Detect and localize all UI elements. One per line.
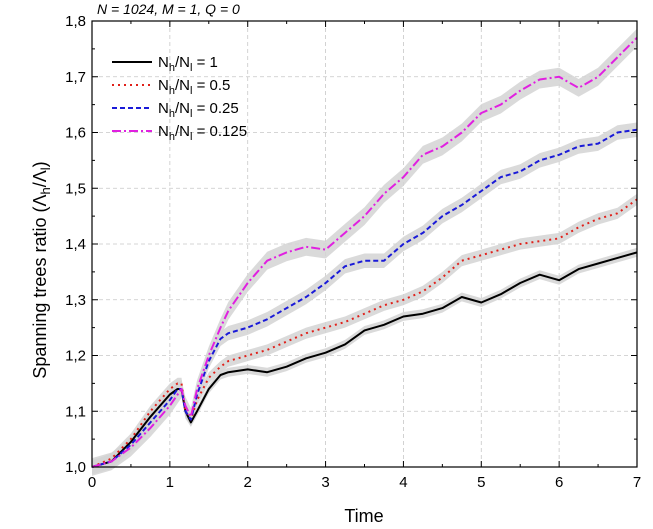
series-band-0 <box>92 247 637 472</box>
legend-label-part: l <box>190 62 192 74</box>
legend-label-part: N <box>158 100 169 117</box>
series-band-3 <box>92 28 637 476</box>
series-line-2 <box>91 128 638 468</box>
series-line-0 <box>91 251 638 468</box>
y-tick-label: 1,6 <box>65 125 86 142</box>
legend-label-part: /N <box>175 100 190 117</box>
x-tick-label: 0 <box>88 474 96 491</box>
legend-label-3: Nh/Nl = 0.125 <box>158 123 247 143</box>
parameter-annotation: N = 1024, M = 1, Q = 0 <box>97 1 240 17</box>
legend-label-part: l <box>190 131 192 143</box>
y-axis-title-mid: /Λ <box>30 170 50 187</box>
y-tick-label: 1,4 <box>65 236 86 253</box>
legend-label-part: h <box>169 108 175 120</box>
legend-label-part: h <box>169 62 175 74</box>
confidence-bands <box>92 28 637 476</box>
y-tick-label: 1,8 <box>65 13 86 30</box>
legend-label-part: /N <box>175 77 190 94</box>
legend-label-part: = 1 <box>192 54 217 71</box>
legend-label-part: = 0.125 <box>192 123 247 140</box>
x-tick-label: 4 <box>399 474 407 491</box>
series-line-3 <box>91 36 638 468</box>
legend-label-part: h <box>169 85 175 97</box>
series-lines <box>91 36 638 468</box>
x-tick-labels: 0 1 2 3 4 5 6 7 <box>88 474 641 491</box>
legend-label-part: = 0.5 <box>192 77 230 94</box>
axis-ticks <box>91 20 638 468</box>
legend-label-0: Nh/Nl = 1 <box>158 54 218 74</box>
x-tick-label: 3 <box>321 474 329 491</box>
legend-label-part: N <box>158 77 169 94</box>
series-band-2 <box>92 122 637 475</box>
legend-label-1: Nh/Nl = 0.5 <box>158 77 230 97</box>
y-tick-label: 1,5 <box>65 180 86 197</box>
y-tick-label: 1,7 <box>65 69 86 86</box>
x-tick-label: 7 <box>633 474 641 491</box>
x-tick-label: 2 <box>244 474 252 491</box>
y-axis-title-end: ) <box>30 161 50 167</box>
x-axis-title: Time <box>344 506 383 526</box>
y-axis-title: Spanning trees ratio (Λh/Λl) <box>30 161 53 378</box>
legend-label-part: /N <box>175 54 190 71</box>
series-band-1 <box>92 193 637 473</box>
legend-label-2: Nh/Nl = 0.25 <box>158 100 239 120</box>
x-tick-label: 1 <box>166 474 174 491</box>
legend-label-part: = 0.25 <box>192 100 238 117</box>
y-axis-title-main: Spanning trees ratio (Λ <box>30 195 50 379</box>
legend-label-part: N <box>158 54 169 71</box>
y-tick-label: 1,1 <box>65 403 86 420</box>
legend-label-part: h <box>169 131 175 143</box>
legend-label-part: /N <box>175 123 190 140</box>
y-tick-label: 1,2 <box>65 348 86 365</box>
x-tick-label: 5 <box>477 474 485 491</box>
y-tick-label: 1,3 <box>65 292 86 309</box>
y-tick-label: 1,0 <box>65 459 86 476</box>
y-axis-title-sub-l: l <box>38 167 53 170</box>
x-tick-label: 6 <box>555 474 563 491</box>
legend-label-part: l <box>190 108 192 120</box>
legend-label-part: l <box>190 85 192 97</box>
y-axis-title-sub-h: h <box>38 187 53 194</box>
y-tick-labels: 1,0 1,1 1,2 1,3 1,4 1,5 1,6 1,7 1,8 <box>65 13 86 476</box>
legend-label-part: N <box>158 123 169 140</box>
